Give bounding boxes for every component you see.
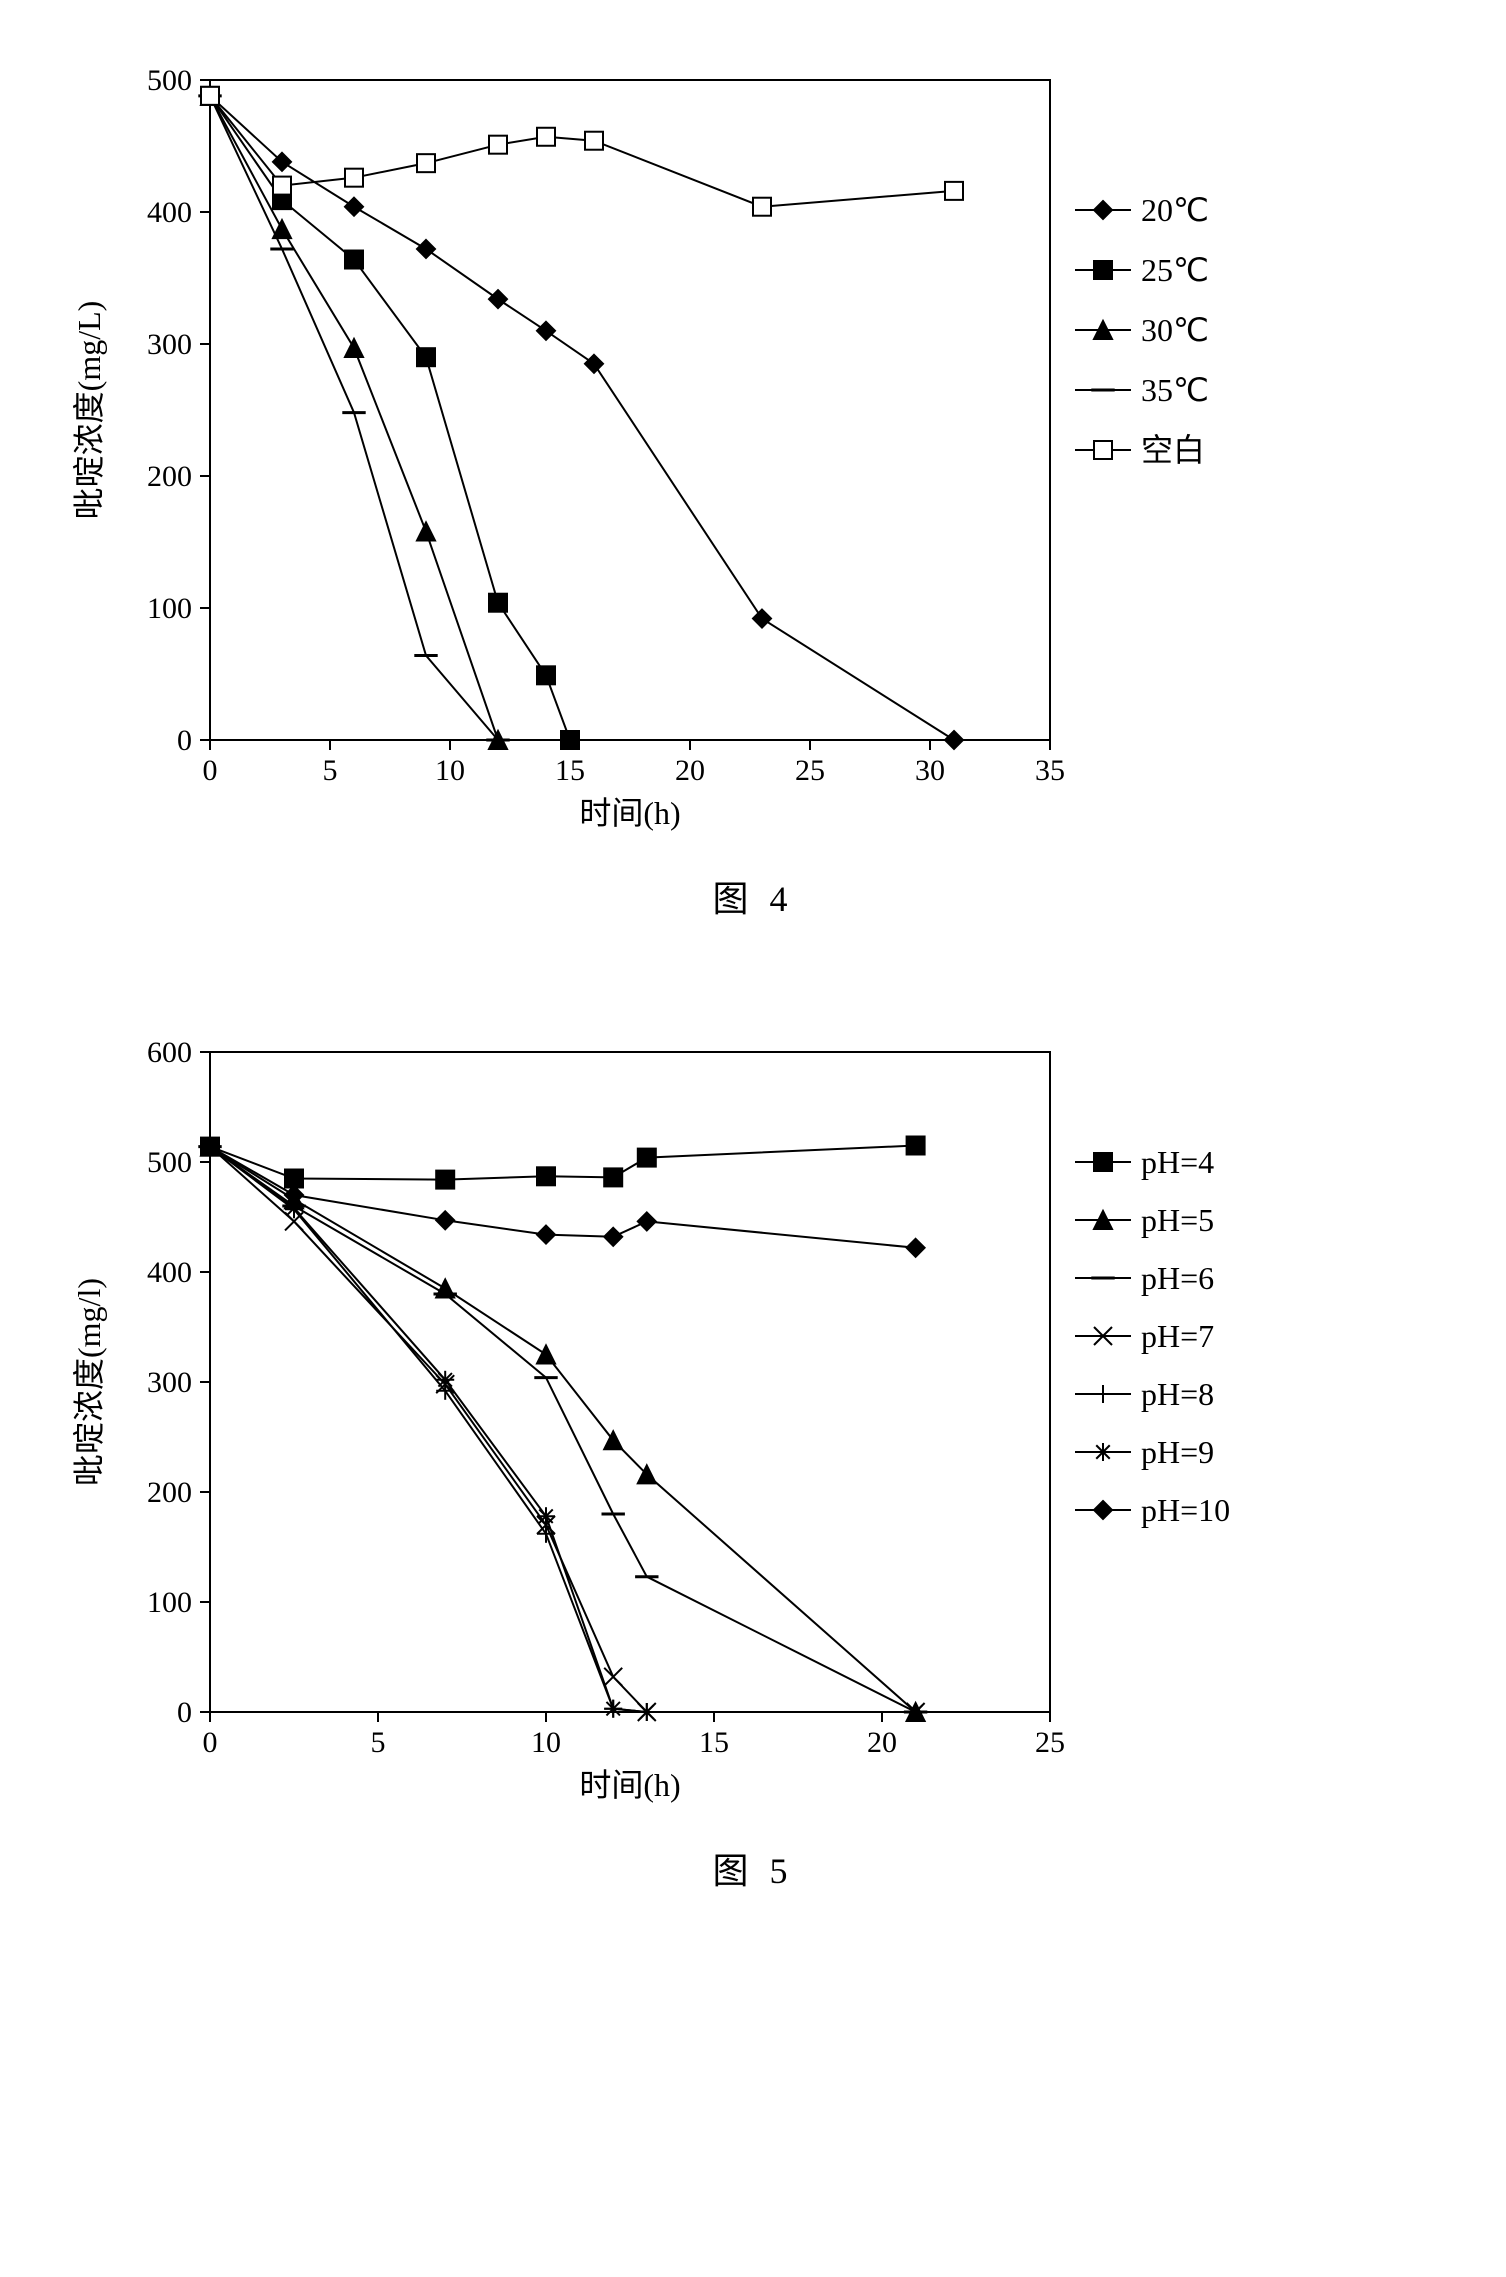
svg-text:pH=10: pH=10 [1141, 1492, 1230, 1528]
svg-text:100: 100 [147, 592, 192, 625]
svg-text:25℃: 25℃ [1141, 252, 1209, 288]
svg-text:pH=8: pH=8 [1141, 1376, 1214, 1412]
svg-text:35: 35 [1035, 754, 1065, 787]
svg-text:30℃: 30℃ [1141, 312, 1209, 348]
svg-text:pH=6: pH=6 [1141, 1260, 1214, 1296]
svg-text:200: 200 [147, 1476, 192, 1509]
svg-text:5: 5 [323, 754, 338, 787]
chart-4-svg: 0 5 10 15 20 25 30 35 0 100 200 300 400 500 时间(h) 吡啶浓度(… [0, 40, 1300, 840]
svg-text:400: 400 [147, 1256, 192, 1289]
svg-text:20: 20 [867, 1726, 897, 1759]
svg-text:吡啶浓度(mg/l): 吡啶浓度(mg/l) [71, 1278, 107, 1486]
svg-text:300: 300 [147, 1366, 192, 1399]
svg-text:0: 0 [203, 754, 218, 787]
svg-text:10: 10 [531, 1726, 561, 1759]
svg-text:0: 0 [177, 724, 192, 757]
svg-text:pH=7: pH=7 [1141, 1318, 1214, 1354]
svg-text:300: 300 [147, 328, 192, 361]
svg-text:时间(h): 时间(h) [579, 795, 680, 831]
svg-text:500: 500 [147, 64, 192, 97]
page: 051015202530350100200300400500时间(h)吡啶浓度(… [0, 0, 1506, 2064]
svg-text:500: 500 [147, 1146, 192, 1179]
svg-text:15: 15 [699, 1726, 729, 1759]
svg-text:600: 600 [147, 1036, 192, 1069]
figure-5-caption: 图 5 [0, 1842, 1506, 1894]
svg-text:25: 25 [1035, 1726, 1065, 1759]
svg-text:200: 200 [147, 460, 192, 493]
chart-5-svg: 0 5 10 15 20 25 0 100 200 300 400 500 600 时间(h) 吡啶浓度(m… [0, 1012, 1300, 1812]
svg-text:pH=9: pH=9 [1141, 1434, 1214, 1470]
svg-text:35℃: 35℃ [1141, 372, 1209, 408]
svg-text:25: 25 [795, 754, 825, 787]
figure-4-caption: 图 4 [0, 870, 1506, 922]
svg-text:10: 10 [435, 754, 465, 787]
svg-text:100: 100 [147, 1586, 192, 1619]
figure-4: 0 5 10 15 20 25 30 35 0 100 200 300 400 500 时间(h) 吡啶浓度(… [0, 40, 1506, 922]
svg-text:时间(h): 时间(h) [579, 1767, 680, 1803]
svg-text:20℃: 20℃ [1141, 192, 1209, 228]
svg-text:400: 400 [147, 196, 192, 229]
svg-text:吡啶浓度(mg/L): 吡啶浓度(mg/L) [71, 301, 107, 520]
svg-text:30: 30 [915, 754, 945, 787]
svg-text:20: 20 [675, 754, 705, 787]
svg-text:空白: 空白 [1141, 432, 1205, 468]
svg-text:0: 0 [203, 1726, 218, 1759]
svg-text:15: 15 [555, 754, 585, 787]
svg-text:5: 5 [371, 1726, 386, 1759]
svg-text:pH=4: pH=4 [1141, 1144, 1214, 1180]
figure-5: 0 5 10 15 20 25 0 100 200 300 400 500 600 时间(h) 吡啶浓度(m… [0, 1012, 1506, 1894]
svg-text:0: 0 [177, 1696, 192, 1729]
svg-text:pH=5: pH=5 [1141, 1202, 1214, 1238]
